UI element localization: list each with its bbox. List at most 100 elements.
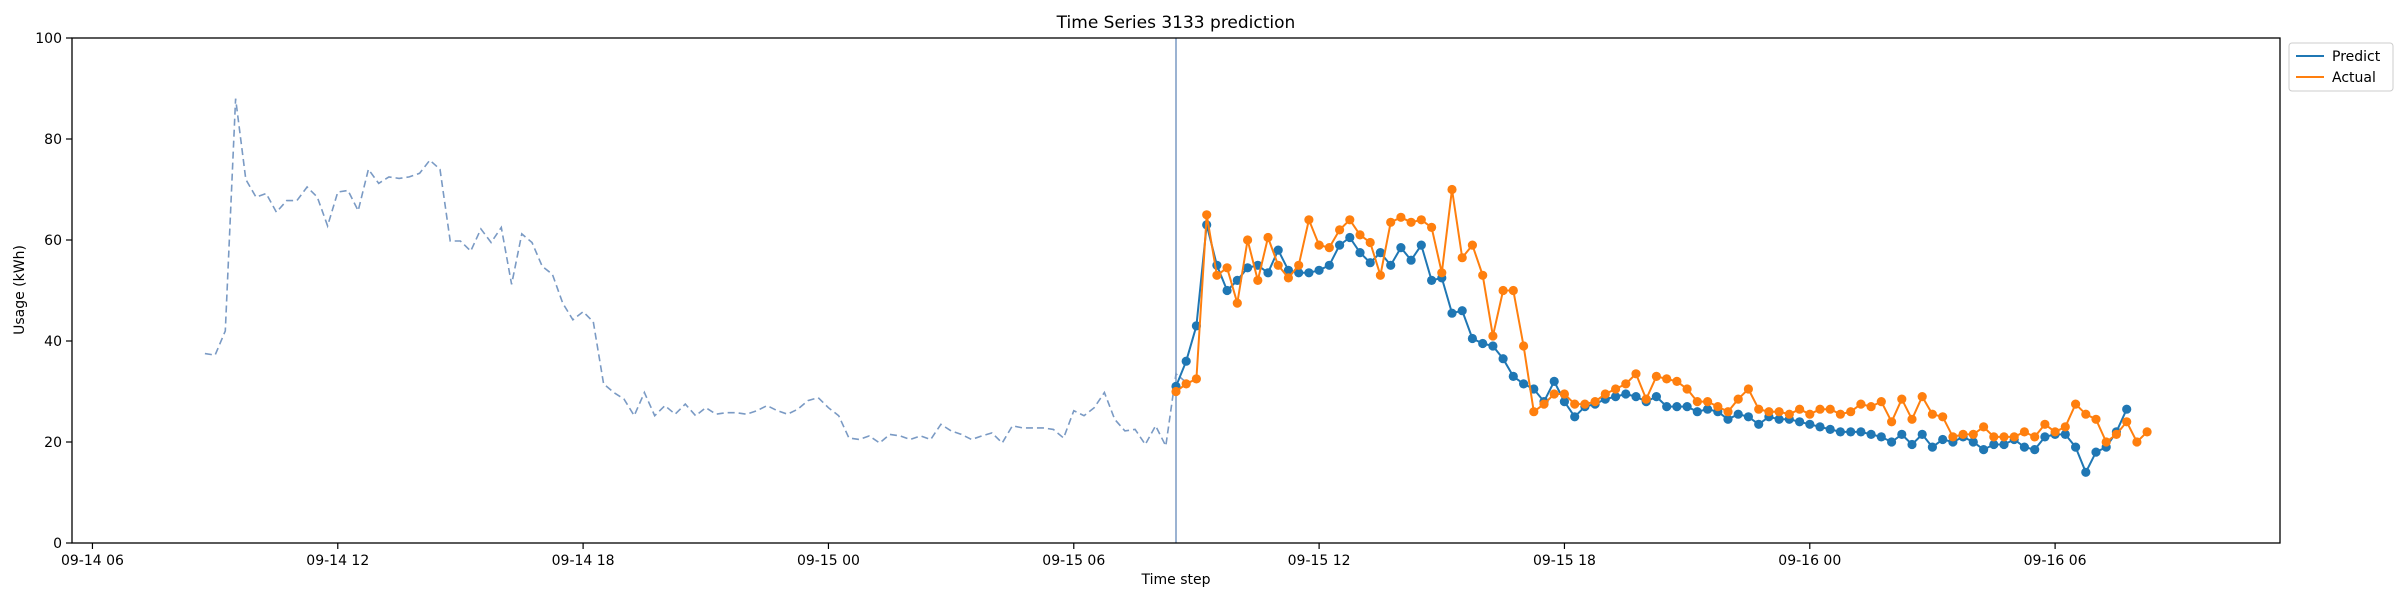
- predict-point: [1324, 260, 1334, 270]
- actual-point: [1856, 399, 1866, 409]
- actual-point: [1529, 407, 1539, 417]
- predict-point: [2071, 442, 2081, 452]
- actual-point: [1958, 429, 1968, 439]
- predict-point: [1570, 412, 1580, 422]
- predict-point: [1611, 392, 1621, 402]
- actual-point: [1743, 384, 1753, 394]
- actual-point: [1723, 407, 1733, 417]
- actual-point: [1703, 397, 1713, 407]
- predict-point: [1375, 248, 1385, 258]
- actual-point: [1866, 402, 1876, 412]
- actual-point: [2081, 409, 2091, 419]
- actual-point: [2132, 437, 2142, 447]
- actual-point: [1733, 394, 1743, 404]
- predict-point: [1396, 243, 1406, 253]
- predict-point: [1651, 392, 1661, 402]
- legend-predict-label: Predict: [2332, 49, 2381, 65]
- predict-point: [1917, 429, 1927, 439]
- actual-point: [1590, 397, 1600, 407]
- actual-point: [1600, 389, 1610, 399]
- predict-point: [1559, 397, 1569, 407]
- actual-point: [2009, 432, 2019, 442]
- actual-point: [1519, 341, 1529, 351]
- actual-point: [2091, 414, 2101, 424]
- actual-point: [2111, 429, 2121, 439]
- actual-point: [1498, 285, 1508, 296]
- predict-point: [1345, 232, 1355, 243]
- predict-point: [1457, 306, 1467, 316]
- actual-point: [1283, 273, 1293, 283]
- actual-point: [1570, 399, 1580, 409]
- actual-point: [1692, 397, 1702, 407]
- actual-point: [1774, 407, 1784, 417]
- predict-point: [1989, 439, 1999, 450]
- actual-point: [1314, 240, 1324, 250]
- actual-point: [1917, 392, 1927, 402]
- predict-point: [1866, 429, 1876, 439]
- predict-point: [2030, 445, 2040, 455]
- predict-point: [1825, 424, 1835, 434]
- predict-point: [1365, 258, 1375, 268]
- actual-point: [1191, 374, 1201, 384]
- predict-point: [1294, 268, 1304, 278]
- actual-point: [1672, 376, 1682, 386]
- history-series-line: [204, 98, 1187, 449]
- actual-point: [1437, 268, 1447, 278]
- predict-point: [1467, 333, 1477, 344]
- actual-point: [1549, 389, 1559, 399]
- predict-point: [2081, 467, 2091, 477]
- predict-point: [2122, 404, 2132, 414]
- x-tick-label: 09-15 06: [1042, 553, 1105, 569]
- predict-point: [1672, 402, 1682, 412]
- predict-point: [1549, 376, 1559, 386]
- actual-point: [1682, 384, 1692, 394]
- predict-point: [1856, 427, 1866, 437]
- actual-point: [1478, 270, 1488, 280]
- actual-point: [1539, 399, 1549, 409]
- predict-point: [1283, 265, 1293, 275]
- actual-point: [2142, 427, 2152, 437]
- predict-point: [1243, 263, 1253, 273]
- legend-actual-label: Actual: [2332, 70, 2376, 86]
- predict-point: [1447, 308, 1457, 318]
- predict-point: [1498, 354, 1508, 364]
- predict-point: [1427, 275, 1437, 285]
- y-axis-label: Usage (kWh): [12, 245, 28, 335]
- actual-point: [1396, 212, 1406, 222]
- predict-point: [2040, 432, 2050, 442]
- actual-point: [2122, 417, 2132, 427]
- actual-point: [1948, 432, 1958, 442]
- predict-point: [1682, 402, 1692, 412]
- actual-point: [2019, 427, 2029, 437]
- actual-point: [1897, 394, 1907, 404]
- y-tick-label: 80: [44, 132, 62, 148]
- actual-point: [1825, 404, 1835, 414]
- actual-point: [1416, 215, 1426, 225]
- actual-point: [2050, 427, 2060, 437]
- actual-point: [1559, 389, 1569, 399]
- actual-point: [1457, 253, 1467, 263]
- predict-point: [1703, 404, 1713, 414]
- predict-point: [1754, 419, 1764, 429]
- predict-point: [1743, 412, 1753, 422]
- predict-point: [1805, 419, 1815, 429]
- predict-point: [1662, 402, 1672, 412]
- actual-point: [1345, 215, 1355, 225]
- legend: Predict Actual: [2288, 42, 2394, 92]
- predict-point: [1835, 427, 1845, 437]
- actual-point: [1375, 270, 1385, 280]
- actual-point: [1662, 374, 1672, 384]
- y-tick-label: 0: [53, 536, 62, 552]
- x-tick-label: 09-14 06: [61, 553, 124, 569]
- predict-point: [1478, 338, 1488, 349]
- actual-point: [1171, 386, 1181, 397]
- predict-point: [1907, 439, 1917, 450]
- predict-point: [1723, 414, 1733, 424]
- actual-series-line: [1175, 189, 2148, 444]
- actual-point: [1232, 298, 1242, 308]
- actual-point: [2071, 399, 2081, 409]
- predict-point: [1508, 371, 1518, 381]
- actual-point: [1713, 402, 1723, 412]
- predict-point: [1304, 268, 1314, 278]
- predict-point: [1222, 285, 1232, 296]
